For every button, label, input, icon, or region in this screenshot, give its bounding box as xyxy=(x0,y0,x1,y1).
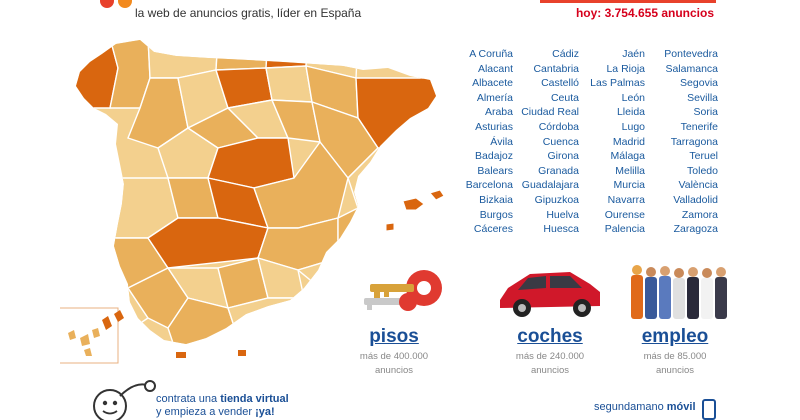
promo-line2-text: y empieza a vender xyxy=(156,406,256,418)
province-link[interactable]: Ciudad Real xyxy=(521,106,579,119)
mascot-icon xyxy=(93,380,156,420)
category-pisos[interactable]: pisos más de 400.000 anuncios xyxy=(334,262,454,376)
province-link[interactable]: Ávila xyxy=(490,135,513,148)
province-link[interactable]: Badajoz xyxy=(475,150,513,163)
spain-map[interactable] xyxy=(58,38,458,368)
province-link[interactable]: Bizkaia xyxy=(479,193,513,206)
province-link[interactable]: Teruel xyxy=(689,150,718,163)
province-link[interactable]: Cuenca xyxy=(542,135,579,148)
province-link[interactable]: Lleida xyxy=(616,106,645,119)
province-link[interactable]: Soria xyxy=(693,106,718,119)
province-column-1: A Coruña Alacant Albacete Almería Araba … xyxy=(466,47,513,237)
province-link[interactable]: Lugo xyxy=(621,120,645,133)
promo-text[interactable]: contrata una tienda virtual y empieza a … xyxy=(156,393,289,419)
province-link[interactable]: Almería xyxy=(476,91,513,104)
car-icon xyxy=(500,272,600,317)
province-link[interactable]: Granada xyxy=(538,164,579,177)
province-link[interactable]: Salamanca xyxy=(665,62,718,75)
mobile-link-bold: móvil xyxy=(666,401,696,413)
province-link[interactable]: Asturias xyxy=(475,120,513,133)
province-column-3: Jaén La Rioja Las Palmas León Lleida Lug… xyxy=(590,47,645,237)
province-link[interactable]: Girona xyxy=(547,150,579,163)
province-link[interactable]: Araba xyxy=(484,106,513,119)
category-title[interactable]: empleo xyxy=(641,326,709,347)
promo-line1-bold: tienda virtual xyxy=(220,393,289,405)
site-tagline: la web de anuncios gratis, líder en Espa… xyxy=(135,6,362,20)
province-link[interactable]: Barcelona xyxy=(465,179,513,192)
province-link[interactable]: Madrid xyxy=(612,135,645,148)
category-title[interactable]: pisos xyxy=(369,326,419,347)
workers-icon xyxy=(631,265,727,319)
category-count: más de 85.000 xyxy=(643,351,707,362)
province-link[interactable]: Ceuta xyxy=(550,91,579,104)
province-link[interactable]: Cantabria xyxy=(533,62,579,75)
phone-icon[interactable] xyxy=(702,399,716,420)
province-link[interactable]: Córdoba xyxy=(538,120,579,133)
province-link[interactable]: Toledo xyxy=(687,164,718,177)
keys-icon xyxy=(364,270,442,311)
category-empleo[interactable]: empleo más de 85.000 anuncios xyxy=(615,262,735,376)
province-link[interactable]: Albacete xyxy=(472,77,513,90)
mobile-link-text: segundamano xyxy=(594,401,667,413)
province-link[interactable]: Alacant xyxy=(477,62,513,75)
province-link[interactable]: Valladolid xyxy=(673,193,718,206)
province-link[interactable]: Tarragona xyxy=(670,135,718,148)
category-count-label: anuncios xyxy=(374,365,414,376)
province-link[interactable]: Cáceres xyxy=(473,223,513,236)
province-column-4: Pontevedra Salamanca Segovia Sevilla Sor… xyxy=(664,47,718,237)
province-link[interactable]: A Coruña xyxy=(469,48,513,60)
logo-fragment xyxy=(118,0,132,8)
province-link[interactable]: Pontevedra xyxy=(664,48,718,60)
logo-fragment xyxy=(100,0,114,8)
mobile-link[interactable]: segundamano móvil xyxy=(594,401,696,413)
province-link[interactable]: Huelva xyxy=(546,208,579,221)
province-link[interactable]: Cádiz xyxy=(552,48,579,60)
province-list: A Coruña Alacant Albacete Almería Araba … xyxy=(462,47,724,237)
ad-count: hoy: 3.754.655 anuncios xyxy=(575,6,714,20)
province-link[interactable]: Guadalajara xyxy=(521,179,579,192)
virtual-store-promo[interactable]: contrata una tienda virtual y empieza a … xyxy=(78,376,338,420)
province-link[interactable]: València xyxy=(678,179,719,192)
category-count-label: anuncios xyxy=(530,365,570,376)
province-link[interactable]: Melilla xyxy=(615,164,645,177)
province-link[interactable]: Las Palmas xyxy=(590,77,645,90)
province-link[interactable]: La Rioja xyxy=(606,62,645,75)
province-link[interactable]: Zamora xyxy=(681,208,718,221)
category-title[interactable]: coches xyxy=(517,326,583,347)
province-link[interactable]: Jaén xyxy=(622,48,645,60)
province-link[interactable]: Huesca xyxy=(543,223,579,236)
province-link[interactable]: Navarra xyxy=(607,193,645,206)
province-link[interactable]: Burgos xyxy=(479,208,513,221)
category-count: más de 240.000 xyxy=(515,351,585,362)
province-link[interactable]: Balears xyxy=(477,164,513,177)
province-link[interactable]: Zaragoza xyxy=(673,223,718,236)
category-count: más de 400.000 xyxy=(359,351,429,362)
header-accent-bar xyxy=(540,0,716,3)
province-link[interactable]: Palencia xyxy=(604,223,645,236)
category-coches[interactable]: coches más de 240.000 anuncios xyxy=(490,262,610,376)
promo-line2-bold: ¡ya! xyxy=(255,406,275,418)
category-count-label: anuncios xyxy=(655,365,695,376)
province-link[interactable]: Murcia xyxy=(613,179,645,192)
province-link[interactable]: Málaga xyxy=(610,150,645,163)
province-link[interactable]: Tenerife xyxy=(680,120,718,133)
province-column-2: Cádiz Cantabria Castelló Ceuta Ciudad Re… xyxy=(521,47,579,237)
promo-line1-text: contrata una xyxy=(156,393,221,405)
province-link[interactable]: Sevilla xyxy=(687,91,718,104)
province-link[interactable]: Castelló xyxy=(541,77,579,90)
province-link[interactable]: Gipuzkoa xyxy=(534,193,579,206)
province-link[interactable]: Segovia xyxy=(680,77,718,90)
province-link[interactable]: Ourense xyxy=(604,208,645,221)
province-link[interactable]: León xyxy=(621,91,645,104)
